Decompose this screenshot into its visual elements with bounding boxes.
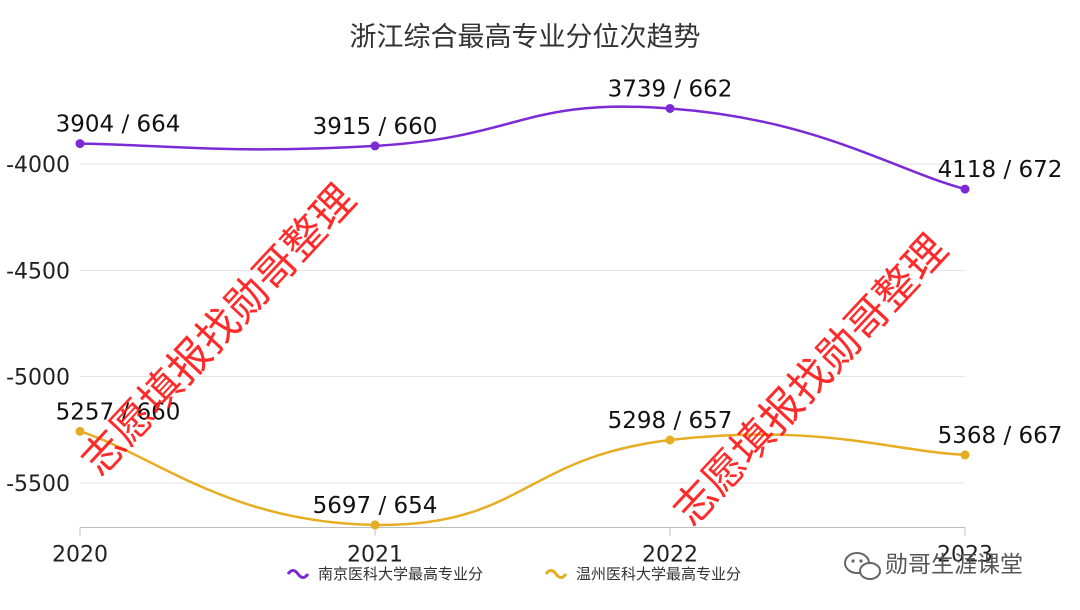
legend-label-nanjing: 南京医科大学最高专业分 [318, 565, 483, 583]
brand-mark: 勋哥生涯课堂 [844, 552, 1023, 580]
series-layer: 3904 / 664 3915 / 660 3739 / 662 4118 / 672… [56, 76, 1063, 530]
x-tick-label: 2020 [52, 543, 108, 568]
data-label: 3739 / 662 [608, 76, 733, 102]
y-tick-label: -5500 [6, 472, 70, 497]
x-tick-label: 2023 [937, 543, 993, 568]
data-label: 3904 / 664 [56, 112, 181, 138]
x-tick-label: 2021 [347, 543, 403, 568]
data-point[interactable] [75, 139, 85, 149]
wechat-icon [844, 552, 881, 580]
series-nanjing: 3904 / 664 3915 / 660 3739 / 662 4118 / 672 [56, 76, 1063, 194]
data-point[interactable] [665, 103, 675, 113]
legend-item-wenzhou[interactable]: 温州医科大学最高专业分 [544, 565, 741, 583]
data-point[interactable] [370, 141, 380, 151]
brand-text: 勋哥生涯课堂 [885, 552, 1023, 578]
legend-swatch-nanjing [286, 569, 310, 579]
chart-title: 浙江综合最高专业分位次趋势 [350, 22, 701, 53]
legend-item-nanjing[interactable]: 南京医科大学最高专业分 [286, 565, 483, 583]
legend: 南京医科大学最高专业分 温州医科大学最高专业分 [286, 565, 741, 583]
data-point[interactable] [665, 435, 675, 445]
y-tick-label: -5000 [6, 366, 70, 391]
y-axis: -4000 -4500 -5000 -5500 [6, 153, 70, 497]
series-wenzhou: 5257 / 660 5697 / 654 5298 / 657 5368 / 667 [56, 399, 1063, 530]
data-label: 5368 / 667 [938, 423, 1063, 449]
y-tick-label: -4500 [6, 259, 70, 284]
data-label: 4118 / 672 [938, 157, 1063, 183]
x-tick-label: 2022 [642, 543, 698, 568]
legend-swatch-wenzhou [544, 569, 568, 579]
data-label: 5257 / 660 [56, 399, 181, 425]
data-point[interactable] [960, 450, 970, 460]
data-label: 5298 / 657 [608, 408, 733, 434]
data-point[interactable] [370, 520, 380, 530]
data-point[interactable] [75, 426, 85, 436]
x-axis: 2020 2021 2022 2023 [52, 527, 993, 568]
series-line [79, 430, 966, 527]
data-label: 5697 / 654 [313, 493, 438, 519]
data-label: 3915 / 660 [313, 114, 438, 140]
series-line [79, 105, 966, 191]
legend-label-wenzhou: 温州医科大学最高专业分 [576, 565, 741, 583]
y-tick-label: -4000 [6, 153, 70, 178]
watermark-right: 志愿填报找勋哥整理 [663, 225, 957, 535]
watermark-left: 志愿填报找勋哥整理 [71, 175, 365, 485]
data-point[interactable] [960, 184, 970, 194]
grid-lines [80, 163, 965, 484]
